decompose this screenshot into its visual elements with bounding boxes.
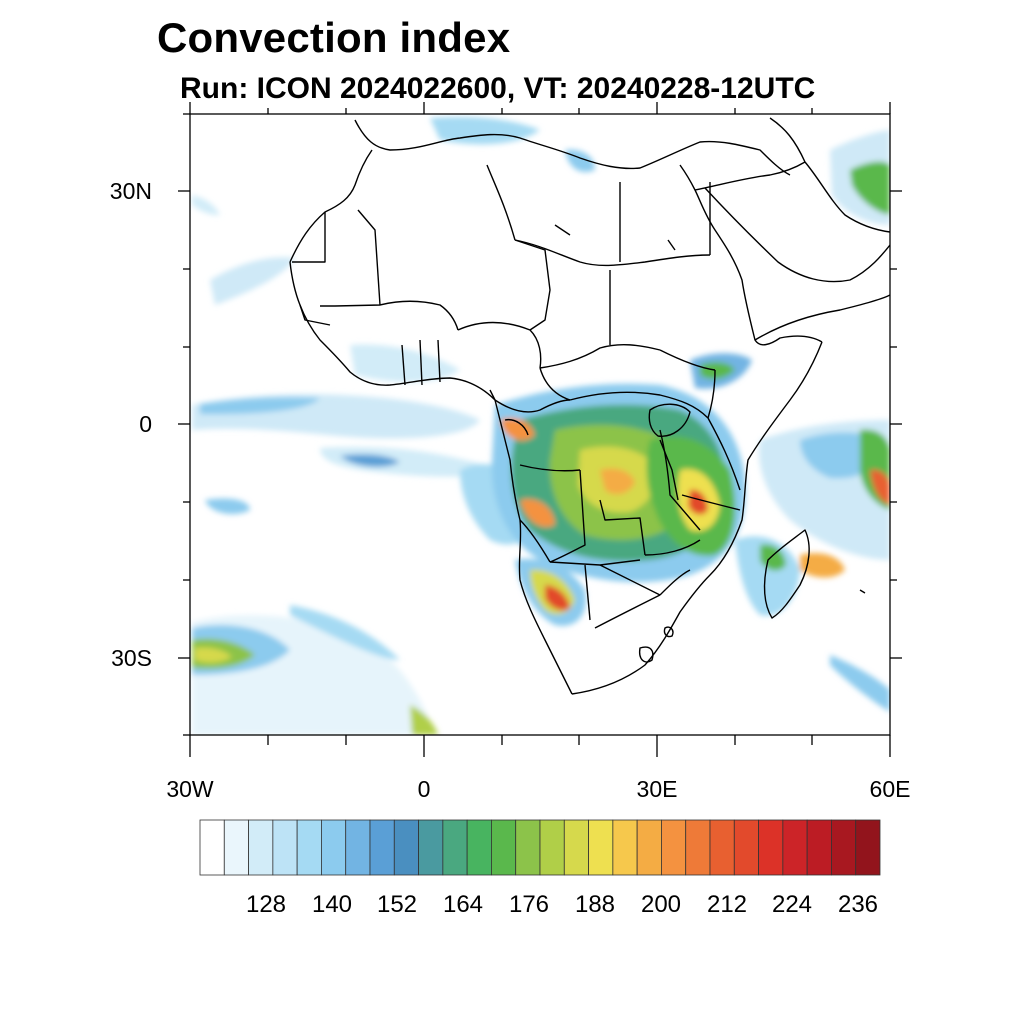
lon-label-30w: 30W xyxy=(166,776,214,802)
colorbar-swatch xyxy=(442,819,468,876)
colorbar-label: 140 xyxy=(312,891,352,918)
colorbar-swatch xyxy=(661,819,687,876)
lat-tick-labels: 30N 0 30S xyxy=(110,178,152,671)
convection-field xyxy=(192,116,890,735)
colorbar-swatch xyxy=(248,819,274,876)
lat-label-0: 0 xyxy=(139,411,152,437)
colorbar-label: 152 xyxy=(377,891,417,918)
colorbar-label: 212 xyxy=(707,891,747,918)
colorbar-swatch xyxy=(272,819,298,876)
lon-label-60e: 60E xyxy=(870,776,911,802)
colorbar-label: 224 xyxy=(772,891,812,918)
colorbar-swatch xyxy=(345,819,371,876)
colorbar-swatch xyxy=(588,819,614,876)
colorbar-swatch xyxy=(563,819,589,876)
colorbar-swatch xyxy=(369,819,395,876)
colorbar-swatch xyxy=(855,819,881,876)
colorbar-swatch xyxy=(782,819,808,876)
map-subtitle: Run: ICON 2024022600, VT: 20240228-12UTC xyxy=(180,72,816,105)
colorbar-swatch xyxy=(636,819,662,876)
colorbar-swatch xyxy=(393,819,419,876)
colorbar-swatch xyxy=(539,819,565,876)
colorbar-swatch xyxy=(515,819,541,876)
colorbar-swatch xyxy=(491,819,517,876)
map-title: Convection index xyxy=(157,14,511,61)
colorbar-swatch xyxy=(223,819,249,876)
colorbar-swatch xyxy=(418,819,444,876)
colorbar-swatch xyxy=(831,819,857,876)
colorbar-label: 164 xyxy=(443,891,483,918)
lat-label-30n: 30N xyxy=(110,178,152,204)
colorbar-swatch xyxy=(466,819,492,876)
colorbar-swatch xyxy=(321,819,347,876)
country-borders xyxy=(289,117,890,695)
colorbar-swatch xyxy=(199,819,225,876)
colorbar-label: 176 xyxy=(509,891,549,918)
lat-label-30s: 30S xyxy=(111,645,152,671)
colorbar-label: 200 xyxy=(641,891,681,918)
colorbar-swatch xyxy=(685,819,711,876)
colorbar xyxy=(199,819,881,876)
colorbar-swatch xyxy=(758,819,784,876)
colorbar-swatch xyxy=(709,819,735,876)
colorbar-labels: 128 140 152 164 176 188 200 212 224 236 xyxy=(246,891,878,918)
colorbar-label: 188 xyxy=(575,891,615,918)
lon-label-0: 0 xyxy=(418,776,431,802)
map-frame xyxy=(178,102,902,757)
colorbar-swatch xyxy=(733,819,759,876)
colorbar-swatch xyxy=(612,819,638,876)
lon-label-30e: 30E xyxy=(637,776,678,802)
colorbar-swatch xyxy=(296,819,322,876)
colorbar-label: 236 xyxy=(838,891,878,918)
colorbar-swatch xyxy=(806,819,832,876)
colorbar-label: 128 xyxy=(246,891,286,918)
lon-tick-labels: 30W 0 30E 60E xyxy=(166,776,910,802)
